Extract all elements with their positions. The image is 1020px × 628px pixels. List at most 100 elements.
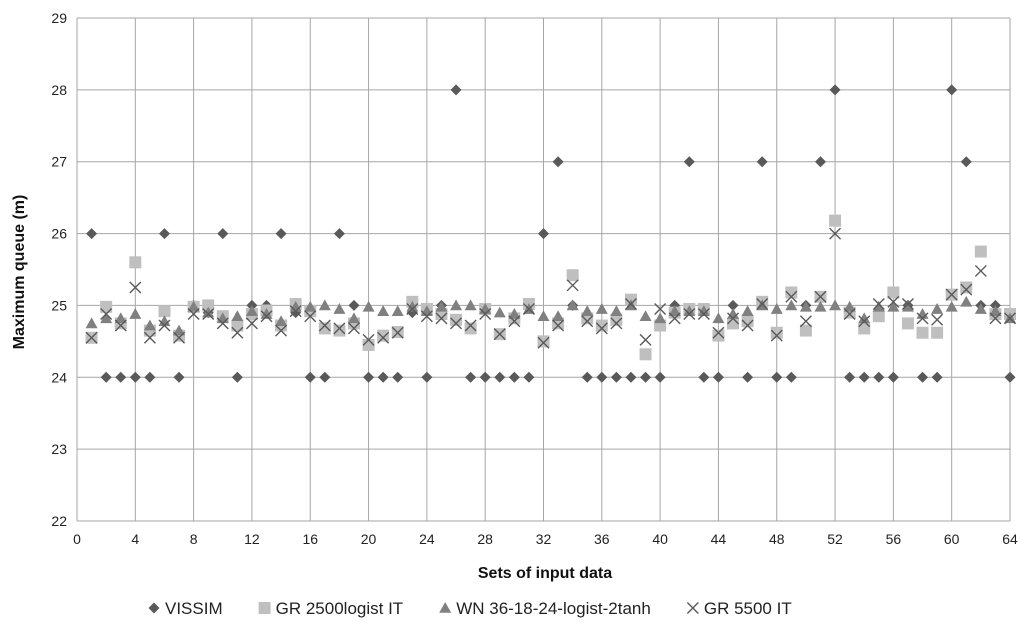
- point-gr-5500-it: [858, 315, 871, 328]
- point-wn-36-18-24-logist-2tanh: [391, 305, 404, 316]
- y-tick-label: 26: [51, 226, 67, 242]
- point-vissim: [173, 371, 185, 383]
- point-vissim: [814, 156, 826, 168]
- y-tick-label: 25: [51, 297, 67, 313]
- point-vissim: [858, 371, 870, 383]
- point-gr-5500-it: [129, 281, 142, 294]
- x-tick-label: 12: [244, 531, 260, 547]
- point-vissim: [960, 156, 972, 168]
- point-gr-5500-it: [595, 322, 608, 335]
- point-wn-36-18-24-logist-2tanh: [974, 303, 987, 314]
- point-vissim: [712, 371, 724, 383]
- point-gr-2500logist-it: [639, 348, 652, 361]
- point-gr-5500-it: [508, 315, 521, 328]
- x-tick-label: 36: [594, 531, 610, 547]
- point-vissim: [363, 371, 375, 383]
- point-wn-36-18-24-logist-2tanh: [537, 310, 550, 322]
- point-wn-36-18-24-logist-2tanh: [931, 303, 944, 314]
- point-wn-36-18-24-logist-2tanh: [887, 300, 900, 312]
- point-wn-36-18-24-logist-2tanh: [581, 305, 594, 316]
- point-gr-2500logist-it: [741, 315, 754, 328]
- x-tick-label: 44: [711, 531, 727, 547]
- point-gr-5500-it: [960, 283, 973, 296]
- point-wn-36-18-24-logist-2tanh: [843, 300, 856, 312]
- point-gr-5500-it: [989, 312, 1002, 325]
- x-tick-label: 0: [73, 531, 81, 547]
- point-gr-5500-it: [770, 329, 783, 342]
- point-gr-5500-it: [304, 310, 317, 323]
- point-wn-36-18-24-logist-2tanh: [260, 308, 273, 319]
- x-tick-label: 32: [536, 531, 552, 547]
- point-gr-2500logist-it: [931, 326, 944, 339]
- point-gr-5500-it: [552, 319, 565, 332]
- point-gr-2500logist-it: [858, 322, 871, 335]
- point-vissim: [946, 84, 958, 96]
- point-wn-36-18-24-logist-2tanh: [770, 303, 783, 314]
- point-vissim: [785, 371, 797, 383]
- point-gr-5500-it: [901, 297, 914, 310]
- point-vissim: [727, 299, 739, 311]
- point-gr-5500-it: [318, 319, 331, 332]
- point-wn-36-18-24-logist-2tanh: [668, 305, 681, 316]
- point-wn-36-18-24-logist-2tanh: [187, 300, 200, 312]
- point-vissim: [742, 371, 754, 383]
- point-gr-5500-it: [420, 310, 433, 323]
- point-wn-36-18-24-logist-2tanh: [450, 299, 463, 311]
- point-wn-36-18-24-logist-2tanh: [610, 305, 623, 316]
- point-vissim: [931, 371, 943, 383]
- point-vissim: [450, 84, 462, 96]
- point-gr-2500logist-it: [566, 269, 579, 282]
- point-wn-36-18-24-logist-2tanh: [697, 305, 710, 316]
- point-wn-36-18-24-logist-2tanh: [799, 300, 812, 312]
- point-wn-36-18-24-logist-2tanh: [464, 299, 477, 311]
- point-vissim: [421, 371, 433, 383]
- point-vissim: [144, 371, 156, 383]
- point-vissim: [538, 228, 549, 240]
- point-wn-36-18-24-logist-2tanh: [100, 312, 113, 324]
- point-gr-5500-it: [829, 227, 842, 240]
- point-gr-5500-it: [931, 313, 944, 326]
- point-vissim: [494, 371, 506, 383]
- point-wn-36-18-24-logist-2tanh: [318, 299, 331, 311]
- point-gr-2500logist-it: [158, 305, 171, 318]
- point-vissim: [552, 156, 564, 168]
- point-vissim: [596, 371, 608, 383]
- point-gr-2500logist-it: [231, 319, 244, 332]
- point-gr-5500-it: [697, 308, 710, 321]
- legend-label-gr-2500logist-it: GR 2500logist IT: [276, 599, 404, 618]
- point-gr-2500logist-it: [100, 300, 113, 313]
- point-gr-2500logist-it: [377, 329, 390, 342]
- point-vissim: [610, 371, 622, 383]
- point-gr-5500-it: [610, 317, 623, 330]
- point-wn-36-18-24-logist-2tanh: [143, 319, 156, 331]
- x-tick-label: 52: [827, 531, 843, 547]
- point-gr-2500logist-it: [129, 256, 142, 269]
- point-gr-5500-it: [493, 328, 506, 341]
- grid: [76, 17, 1011, 522]
- y-tick-label: 29: [51, 10, 67, 26]
- point-gr-2500logist-it: [887, 286, 900, 299]
- point-gr-2500logist-it: [872, 310, 885, 323]
- point-vissim: [698, 371, 710, 383]
- point-wn-36-18-24-logist-2tanh: [85, 317, 98, 329]
- x-tick-label: 16: [302, 531, 318, 547]
- legend-label-gr-5500-it: GR 5500 IT: [704, 599, 792, 618]
- point-vissim: [115, 371, 127, 383]
- point-vissim: [377, 371, 389, 383]
- legend-marker-wn-36-18-24-logist-2tanh: [439, 602, 452, 613]
- point-vissim: [625, 371, 637, 383]
- point-wn-36-18-24-logist-2tanh: [566, 299, 579, 311]
- point-gr-2500logist-it: [960, 281, 973, 294]
- point-wn-36-18-24-logist-2tanh: [245, 305, 258, 316]
- point-vissim: [86, 228, 98, 240]
- point-gr-5500-it: [974, 264, 987, 277]
- point-gr-2500logist-it: [785, 286, 798, 299]
- point-gr-5500-it: [566, 279, 579, 292]
- point-wn-36-18-24-logist-2tanh: [406, 300, 419, 312]
- x-tick-label: 64: [1002, 531, 1018, 547]
- point-vissim: [829, 84, 841, 96]
- y-tick-label: 22: [51, 513, 67, 529]
- point-wn-36-18-24-logist-2tanh: [552, 310, 565, 322]
- data-points: [85, 84, 1016, 383]
